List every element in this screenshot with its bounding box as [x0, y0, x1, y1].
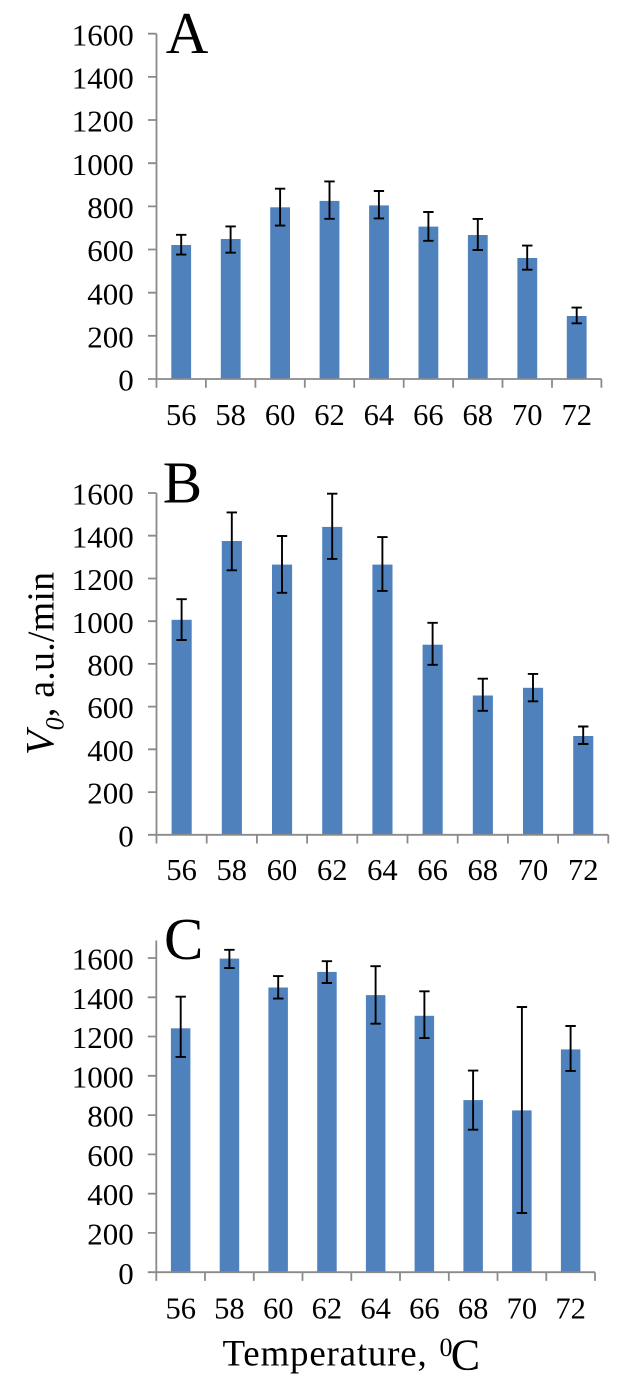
svg-text:600: 600: [87, 690, 134, 725]
svg-text:68: 68: [468, 853, 499, 887]
svg-text:0: 0: [118, 1256, 134, 1291]
svg-text:1200: 1200: [72, 104, 134, 139]
svg-text:72: 72: [568, 853, 599, 887]
svg-text:72: 72: [561, 398, 592, 432]
svg-text:1200: 1200: [72, 562, 134, 597]
svg-text:200: 200: [87, 776, 134, 811]
svg-text:800: 800: [87, 190, 134, 225]
svg-text:66: 66: [417, 853, 448, 887]
svg-text:1400: 1400: [72, 519, 134, 554]
svg-text:1600: 1600: [72, 17, 134, 52]
svg-text:200: 200: [87, 1217, 134, 1252]
svg-text:600: 600: [87, 233, 134, 268]
svg-text:0: 0: [440, 1333, 453, 1362]
svg-text:0: 0: [118, 818, 134, 853]
svg-text:60: 60: [265, 398, 296, 432]
svg-text:56: 56: [166, 398, 197, 432]
svg-text:800: 800: [87, 1099, 134, 1134]
svg-text:66: 66: [409, 1291, 440, 1325]
svg-text:56: 56: [165, 1291, 196, 1325]
svg-text:800: 800: [87, 648, 134, 683]
svg-text:C: C: [451, 1330, 480, 1379]
svg-text:66: 66: [413, 398, 444, 432]
svg-text:70: 70: [518, 853, 549, 887]
svg-text:58: 58: [215, 398, 246, 432]
svg-text:Temperature,: Temperature,: [223, 1334, 428, 1375]
svg-text:B: B: [163, 450, 202, 516]
svg-text:72: 72: [555, 1291, 586, 1325]
svg-text:64: 64: [360, 1291, 391, 1325]
svg-text:1600: 1600: [72, 477, 134, 512]
svg-text:58: 58: [217, 853, 248, 887]
svg-text:400: 400: [87, 276, 134, 311]
svg-text:C: C: [164, 906, 203, 972]
svg-text:1400: 1400: [72, 61, 134, 96]
svg-text:68: 68: [458, 1291, 489, 1325]
svg-text:64: 64: [367, 853, 398, 887]
svg-text:600: 600: [87, 1138, 134, 1173]
svg-text:60: 60: [267, 853, 298, 887]
svg-text:400: 400: [87, 733, 134, 768]
svg-text:1000: 1000: [72, 605, 134, 640]
svg-text:56: 56: [166, 853, 197, 887]
svg-text:68: 68: [463, 398, 494, 432]
svg-text:1000: 1000: [72, 1059, 134, 1094]
svg-text:A: A: [166, 0, 209, 66]
svg-text:62: 62: [314, 398, 345, 432]
svg-text:70: 70: [507, 1291, 538, 1325]
svg-text:1400: 1400: [72, 981, 134, 1016]
svg-text:1600: 1600: [72, 942, 134, 977]
svg-text:64: 64: [364, 398, 395, 432]
svg-text:62: 62: [312, 1291, 343, 1325]
svg-text:62: 62: [317, 853, 348, 887]
svg-text:1000: 1000: [72, 147, 134, 182]
svg-text:58: 58: [214, 1291, 245, 1325]
svg-text:200: 200: [87, 319, 134, 354]
svg-text:1200: 1200: [72, 1020, 134, 1055]
svg-text:400: 400: [87, 1177, 134, 1212]
svg-text:70: 70: [512, 398, 543, 432]
svg-text:60: 60: [263, 1291, 294, 1325]
svg-text:0: 0: [118, 363, 134, 398]
svg-text:V0, a.u./min: V0, a.u./min: [18, 572, 70, 755]
